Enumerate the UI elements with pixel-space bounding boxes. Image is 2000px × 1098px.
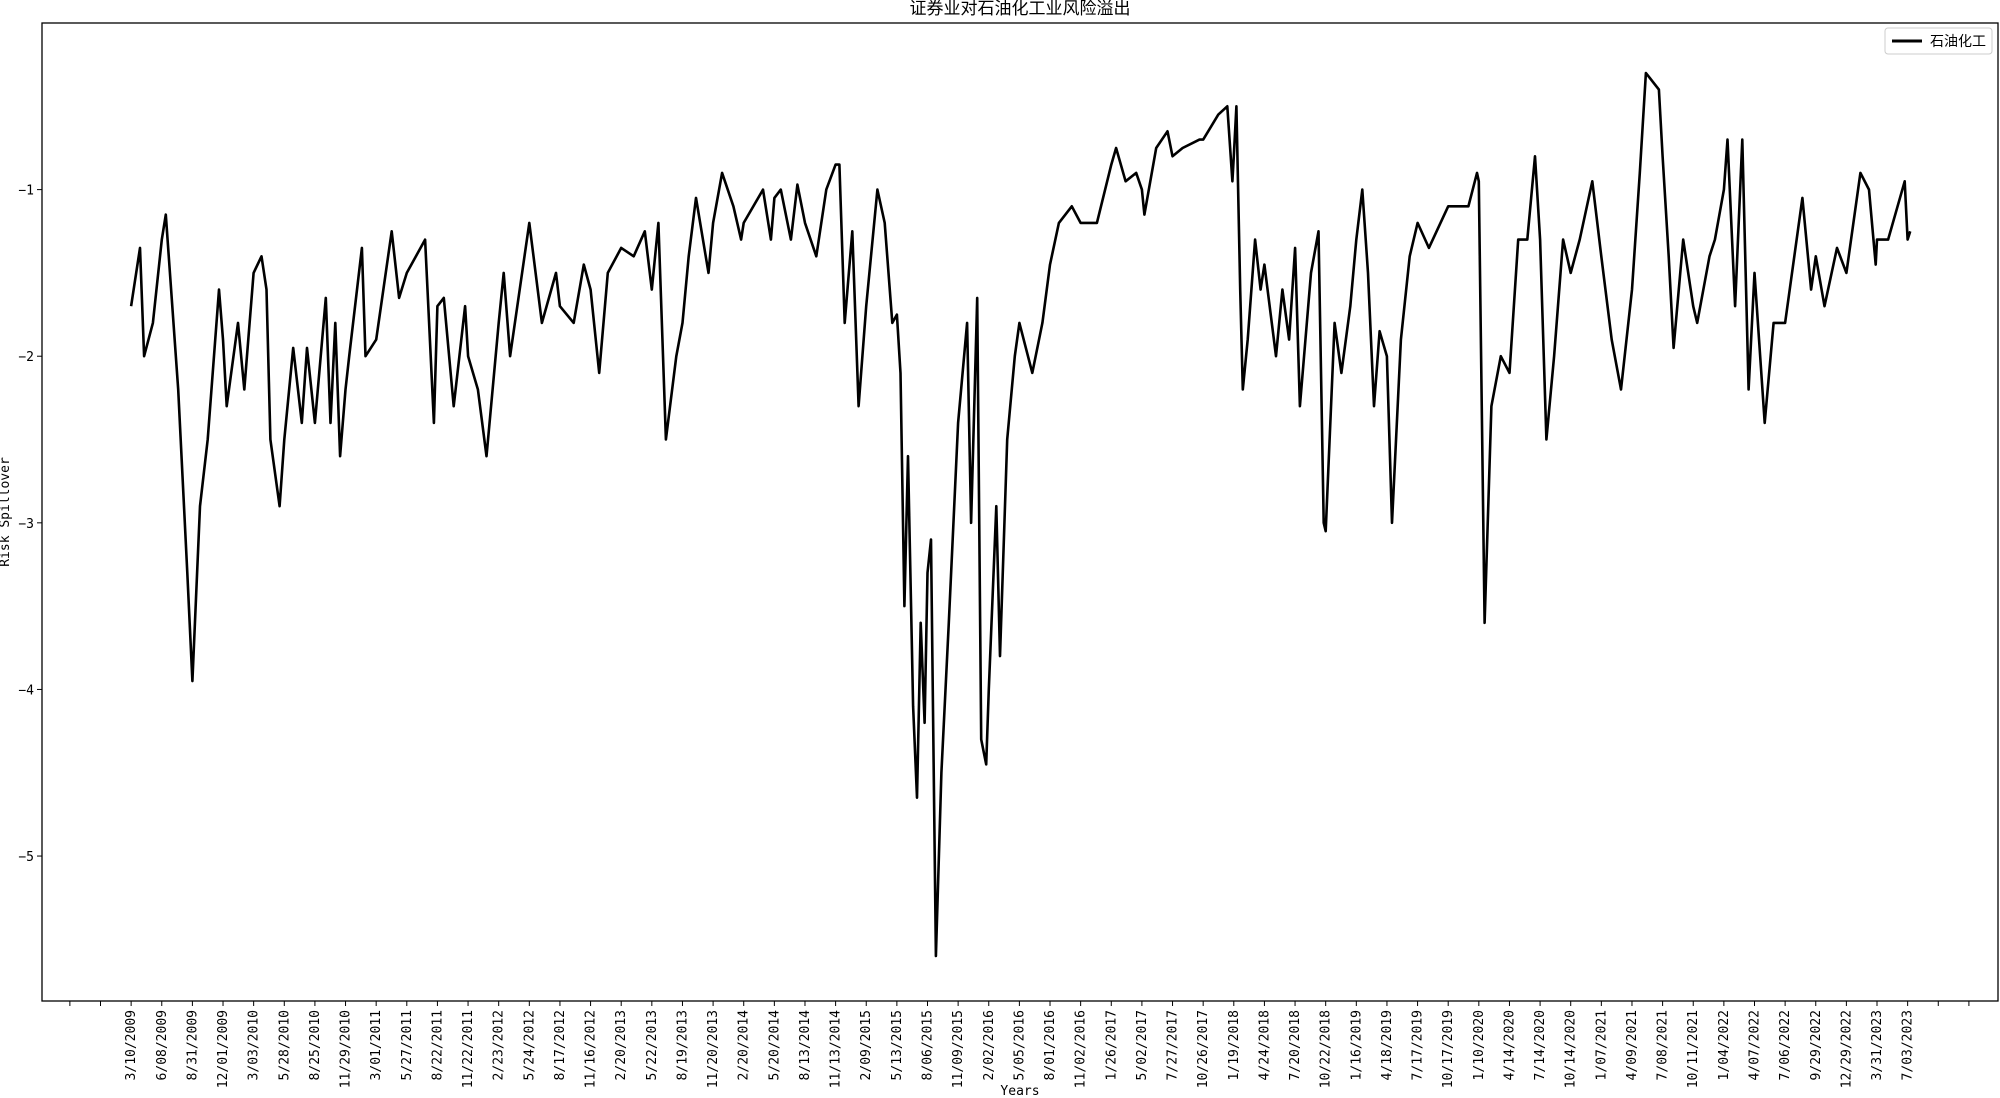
x-tick-label: 7/06/2022 bbox=[1778, 1010, 1793, 1080]
legend-box bbox=[1884, 27, 1993, 55]
x-tick-label: 7/14/2020 bbox=[1533, 1010, 1548, 1080]
x-tick-label: 1/26/2017 bbox=[1104, 1010, 1119, 1080]
x-tick-label: 11/22/2011 bbox=[461, 1010, 476, 1088]
x-tick-label: 8/17/2012 bbox=[553, 1010, 568, 1080]
x-tick-label: 5/24/2012 bbox=[522, 1010, 537, 1080]
x-tick-label: 3/31/2023 bbox=[1870, 1010, 1885, 1080]
y-axis: −5 −4 −3 −2 −1 bbox=[18, 184, 42, 865]
plot-area bbox=[41, 22, 1999, 1002]
x-tick-label: 3/10/2009 bbox=[124, 1010, 139, 1080]
x-tick-label: 5/27/2011 bbox=[400, 1010, 415, 1080]
y-axis-label: Risk Spillover bbox=[0, 457, 13, 567]
chart-title: 证券业对石油化工业风险溢出 bbox=[910, 0, 1131, 19]
x-tick-label: 8/01/2016 bbox=[1043, 1010, 1058, 1080]
legend-label: 石油化工 bbox=[1930, 34, 1986, 50]
x-tick-label: 2/20/2013 bbox=[614, 1010, 629, 1080]
x-tick-label: 8/19/2013 bbox=[675, 1010, 690, 1080]
x-tick-label: 4/24/2018 bbox=[1257, 1010, 1272, 1080]
x-tick-label: 4/18/2019 bbox=[1380, 1010, 1395, 1080]
x-tick-label: 1/04/2022 bbox=[1717, 1010, 1732, 1080]
x-tick-label: 4/07/2022 bbox=[1747, 1010, 1762, 1080]
legend: 石油化工 bbox=[1884, 27, 1993, 55]
x-tick-label: 10/26/2017 bbox=[1196, 1010, 1211, 1088]
x-tick-label: 7/27/2017 bbox=[1166, 1010, 1181, 1080]
y-tick-label: −3 bbox=[18, 517, 34, 532]
x-tick-label: 7/17/2019 bbox=[1411, 1010, 1426, 1080]
y-tick-label: −1 bbox=[18, 184, 34, 199]
x-tick-label: 8/22/2011 bbox=[430, 1010, 445, 1080]
x-tick-label: 4/14/2020 bbox=[1502, 1010, 1517, 1080]
x-tick-label: 10/11/2021 bbox=[1686, 1010, 1701, 1088]
x-tick-label: 5/13/2015 bbox=[890, 1010, 905, 1080]
x-tick-label: 5/20/2014 bbox=[767, 1010, 782, 1081]
x-axis-label: Years bbox=[1000, 1084, 1039, 1098]
series-line bbox=[129, 71, 1912, 958]
x-tick-label: 11/13/2014 bbox=[829, 1010, 844, 1088]
x-tick-label: 10/22/2018 bbox=[1319, 1010, 1334, 1088]
x-tick-label: 10/14/2020 bbox=[1564, 1010, 1579, 1088]
x-tick-label: 1/16/2019 bbox=[1349, 1010, 1364, 1080]
x-tick-label: 7/08/2021 bbox=[1656, 1010, 1671, 1080]
y-tick-label: −4 bbox=[18, 683, 34, 698]
x-tick-label: 5/22/2013 bbox=[645, 1010, 660, 1080]
x-tick-label: 1/10/2020 bbox=[1472, 1010, 1487, 1080]
x-tick-label: 3/01/2011 bbox=[369, 1010, 384, 1080]
x-tick-label: 2/02/2016 bbox=[982, 1010, 997, 1080]
x-tick-label: 5/05/2016 bbox=[1012, 1010, 1027, 1080]
x-tick-label: 4/09/2021 bbox=[1625, 1010, 1640, 1080]
x-tick-label: 8/31/2009 bbox=[185, 1010, 200, 1080]
x-tick-label: 2/20/2014 bbox=[737, 1010, 752, 1081]
x-tick-label: 2/23/2012 bbox=[492, 1010, 507, 1080]
x-tick-label: 11/29/2010 bbox=[339, 1010, 354, 1088]
x-tick-label: 8/25/2010 bbox=[308, 1010, 323, 1080]
x-tick-label: 7/03/2023 bbox=[1901, 1010, 1916, 1080]
x-tick-label: 1/19/2018 bbox=[1227, 1010, 1242, 1080]
x-tick-label: 11/16/2012 bbox=[584, 1010, 599, 1088]
x-tick-label: 7/20/2018 bbox=[1288, 1010, 1303, 1080]
x-tick-label: 9/29/2022 bbox=[1809, 1010, 1824, 1080]
x-tick-label: 5/28/2010 bbox=[277, 1010, 292, 1080]
x-axis: 3/10/2009 6/08/2009 8/31/2009 12/01/2009 3/0… bbox=[69, 1001, 1970, 1088]
series-lines bbox=[129, 71, 1912, 958]
x-tick-label: 8/06/2015 bbox=[920, 1010, 935, 1080]
x-tick-label: 2/09/2015 bbox=[859, 1010, 874, 1080]
x-tick-label: 10/17/2019 bbox=[1441, 1010, 1456, 1088]
x-tick-label: 11/09/2015 bbox=[951, 1010, 966, 1088]
x-tick-label: 12/29/2022 bbox=[1839, 1010, 1854, 1088]
x-tick-label: 8/13/2014 bbox=[798, 1010, 813, 1081]
x-tick-label: 6/08/2009 bbox=[155, 1010, 170, 1080]
y-tick-label: −2 bbox=[18, 350, 34, 365]
x-tick-label: 3/03/2010 bbox=[247, 1010, 262, 1080]
x-tick-label: 12/01/2009 bbox=[216, 1010, 231, 1088]
y-tick-label: −5 bbox=[18, 850, 34, 865]
x-tick-label: 11/02/2016 bbox=[1074, 1010, 1089, 1088]
x-tick-label: 1/07/2021 bbox=[1594, 1010, 1609, 1080]
x-tick-label: 11/20/2013 bbox=[706, 1010, 721, 1088]
x-tick-label: 5/02/2017 bbox=[1135, 1010, 1150, 1080]
